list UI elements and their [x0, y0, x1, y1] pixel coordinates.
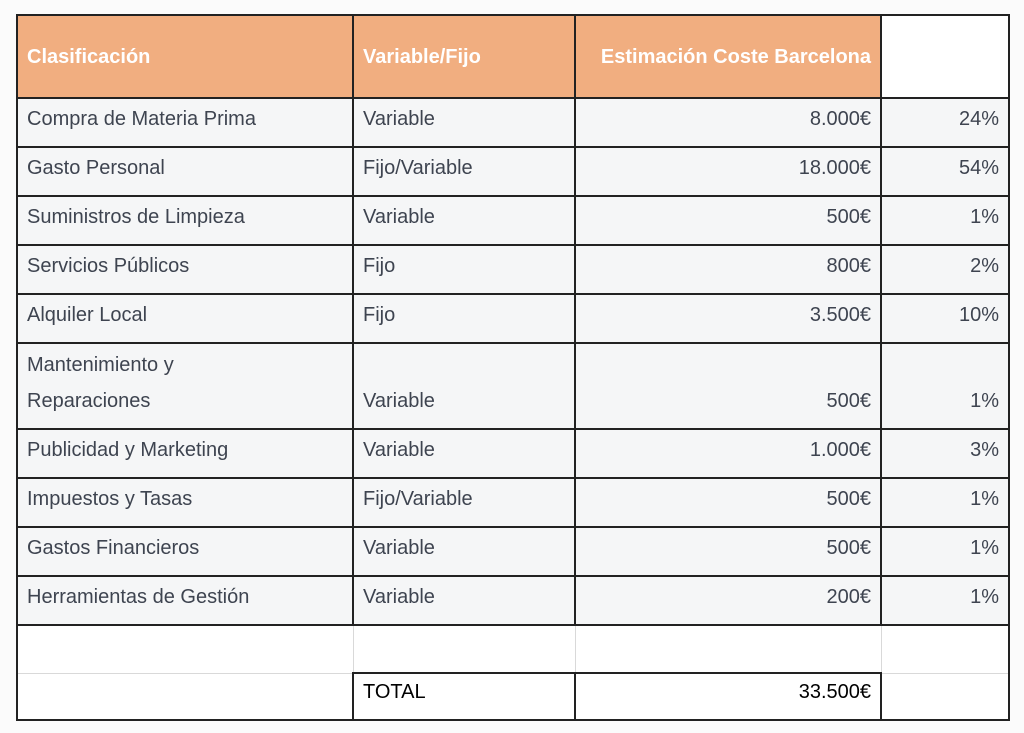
cell-coste: 3.500€: [574, 293, 882, 344]
cell-empty: [352, 624, 576, 674]
table-row: Gasto Personal Fijo/Variable 18.000€ 54%: [16, 146, 1010, 197]
table-row: Publicidad y Marketing Variable 1.000€ 3%: [16, 428, 1010, 479]
cell-clasificacion: Alquiler Local: [16, 293, 354, 344]
empty-row: [16, 624, 1010, 674]
cell-variable-fijo: Variable: [352, 342, 576, 430]
cell-coste: 500€: [574, 526, 882, 577]
cell-text: Impuestos y Tasas: [27, 488, 193, 510]
table-row: Compra de Materia Prima Variable 8.000€ 24%: [16, 97, 1010, 148]
cell-clasificacion: Impuestos y Tasas: [16, 477, 354, 528]
cell-variable-fijo: Variable: [352, 97, 576, 148]
cell-porcentaje: 3%: [880, 428, 1010, 479]
cell-porcentaje: 54%: [880, 146, 1010, 197]
cell-text: Suministros de Limpieza: [27, 206, 245, 228]
cell-variable-fijo: Fijo: [352, 293, 576, 344]
cell-coste: 500€: [574, 195, 882, 246]
cell-porcentaje: 10%: [880, 293, 1010, 344]
table-row: Herramientas de Gestión Variable 200€ 1%: [16, 575, 1010, 626]
cell-clasificacion: Servicios Públicos: [16, 244, 354, 295]
cell-text: Gasto Personal: [27, 157, 165, 179]
cell-variable-fijo: Variable: [352, 575, 576, 626]
cell-text: Mantenimiento y Reparaciones: [27, 354, 174, 412]
header-row: Clasificación Variable/Fijo Estimación C…: [16, 14, 1010, 99]
table-row: Alquiler Local Fijo 3.500€ 10%: [16, 293, 1010, 344]
table-row: Suministros de Limpieza Variable 500€ 1%: [16, 195, 1010, 246]
cell-variable-fijo: Variable: [352, 428, 576, 479]
cell-variable-fijo: Fijo/Variable: [352, 477, 576, 528]
cell-variable-fijo: Fijo/Variable: [352, 146, 576, 197]
cell-coste: 500€: [574, 342, 882, 430]
cell-text: Compra de Materia Prima: [27, 108, 256, 130]
total-label: TOTAL: [352, 672, 576, 721]
cell-porcentaje: 1%: [880, 526, 1010, 577]
cell-clasificacion: Compra de Materia Prima: [16, 97, 354, 148]
cell-clasificacion: Mantenimiento y Reparaciones: [16, 342, 354, 430]
cell-text: Publicidad y Marketing: [27, 439, 229, 461]
cell-porcentaje: 1%: [880, 477, 1010, 528]
header-cell-clasificacion: Clasificación: [16, 14, 354, 99]
cell-coste: 500€: [574, 477, 882, 528]
cell-coste: 200€: [574, 575, 882, 626]
table-row: Mantenimiento y Reparaciones Variable 500€…: [16, 342, 1010, 430]
cell-empty: [880, 624, 1010, 674]
cell-text: Alquiler Local: [27, 304, 148, 326]
header-cell-variable-fijo: Variable/Fijo: [352, 14, 576, 99]
cell-porcentaje: 1%: [880, 575, 1010, 626]
cell-empty: [16, 672, 354, 721]
cell-coste: 18.000€: [574, 146, 882, 197]
cell-clasificacion: Suministros de Limpieza: [16, 195, 354, 246]
header-cell-estimacion-coste-barcelona: Estimación Coste Barcelona: [574, 14, 882, 99]
cell-empty: [16, 624, 354, 674]
cell-clasificacion: Gasto Personal: [16, 146, 354, 197]
cell-coste: 800€: [574, 244, 882, 295]
cell-text: Gastos Financieros: [27, 537, 200, 559]
table-row: Gastos Financieros Variable 500€ 1%: [16, 526, 1010, 577]
cell-porcentaje: 1%: [880, 342, 1010, 430]
total-value: 33.500€: [574, 672, 882, 721]
cell-empty: [574, 624, 882, 674]
table-row: Servicios Públicos Fijo 800€ 2%: [16, 244, 1010, 295]
cell-variable-fijo: Variable: [352, 195, 576, 246]
cell-text: Servicios Públicos: [27, 255, 190, 277]
cell-empty: [880, 672, 1010, 721]
cell-clasificacion: Gastos Financieros: [16, 526, 354, 577]
cell-text: Herramientas de Gestión: [27, 586, 250, 608]
cell-porcentaje: 24%: [880, 97, 1010, 148]
header-cell-blank: [880, 14, 1010, 99]
cell-variable-fijo: Fijo: [352, 244, 576, 295]
cell-coste: 8.000€: [574, 97, 882, 148]
cell-variable-fijo: Variable: [352, 526, 576, 577]
cost-estimation-table: Clasificación Variable/Fijo Estimación C…: [16, 14, 1010, 721]
cell-porcentaje: 1%: [880, 195, 1010, 246]
cell-clasificacion: Herramientas de Gestión: [16, 575, 354, 626]
cell-porcentaje: 2%: [880, 244, 1010, 295]
cell-coste: 1.000€: [574, 428, 882, 479]
cost-table-container: Clasificación Variable/Fijo Estimación C…: [16, 14, 1010, 721]
table-row: Impuestos y Tasas Fijo/Variable 500€ 1%: [16, 477, 1010, 528]
cell-clasificacion: Publicidad y Marketing: [16, 428, 354, 479]
total-row: TOTAL 33.500€: [16, 672, 1010, 721]
